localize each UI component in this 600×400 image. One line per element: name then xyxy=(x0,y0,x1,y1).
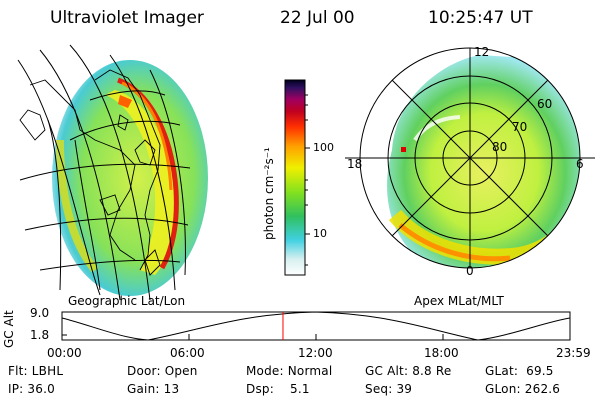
glon-readout: GLon: 262.6 xyxy=(485,382,561,396)
altitude-xtick-0600: 06:00 xyxy=(170,346,205,360)
altitude-plot xyxy=(61,311,571,341)
lat-label-60: 60 xyxy=(537,97,553,111)
polar-caption: Apex MLat/MLT xyxy=(414,294,504,308)
glat-readout: GLat: 69.5 xyxy=(485,364,554,378)
mlt-label-6: 6 xyxy=(576,157,584,171)
image-time: 10:25:47 UT xyxy=(428,8,533,28)
mlt-label-12: 12 xyxy=(474,45,490,59)
ip-readout: IP: 36.0 xyxy=(8,382,55,396)
altitude-ytick-9: 9.0 xyxy=(30,306,50,320)
gain-readout: Gain: 13 xyxy=(127,382,180,396)
instrument-title: Ultraviolet Imager xyxy=(50,8,204,28)
geographic-image-panel xyxy=(17,44,208,301)
lat-label-70: 70 xyxy=(512,120,528,134)
gc-alt-readout: GC Alt: 8.8 Re xyxy=(365,364,452,378)
colorbar-tick-10: 10 xyxy=(313,227,327,240)
polar-image-panel xyxy=(345,47,595,269)
dsp-readout: Dsp: 5.1 xyxy=(246,382,310,396)
colorbar-unit-label: photon cm⁻²s⁻¹ xyxy=(262,147,276,240)
mlt-label-18: 18 xyxy=(347,157,363,171)
geographic-caption: Geographic Lat/Lon xyxy=(68,294,186,308)
seq-readout: Seq: 39 xyxy=(365,382,413,396)
image-date: 22 Jul 00 xyxy=(280,8,355,28)
mode-readout: Mode: Normal xyxy=(246,364,333,378)
altitude-xtick-0000: 00:00 xyxy=(47,346,82,360)
altitude-ytick-1: 1.8 xyxy=(30,328,50,342)
altitude-xtick-1800: 18:00 xyxy=(424,346,459,360)
mlt-label-0: 0 xyxy=(466,264,474,278)
colorbar-tick-100: 100 xyxy=(313,141,334,154)
altitude-xtick-1200: 12:00 xyxy=(298,346,333,360)
intensity-colorbar xyxy=(284,79,310,276)
door-readout: Door: Open xyxy=(127,364,198,378)
filter-readout: Flt: LBHL xyxy=(8,364,64,378)
altitude-xtick-2359: 23:59 xyxy=(556,346,591,360)
altitude-ylabel: GC Alt xyxy=(2,310,16,348)
lat-label-80: 80 xyxy=(492,140,508,154)
